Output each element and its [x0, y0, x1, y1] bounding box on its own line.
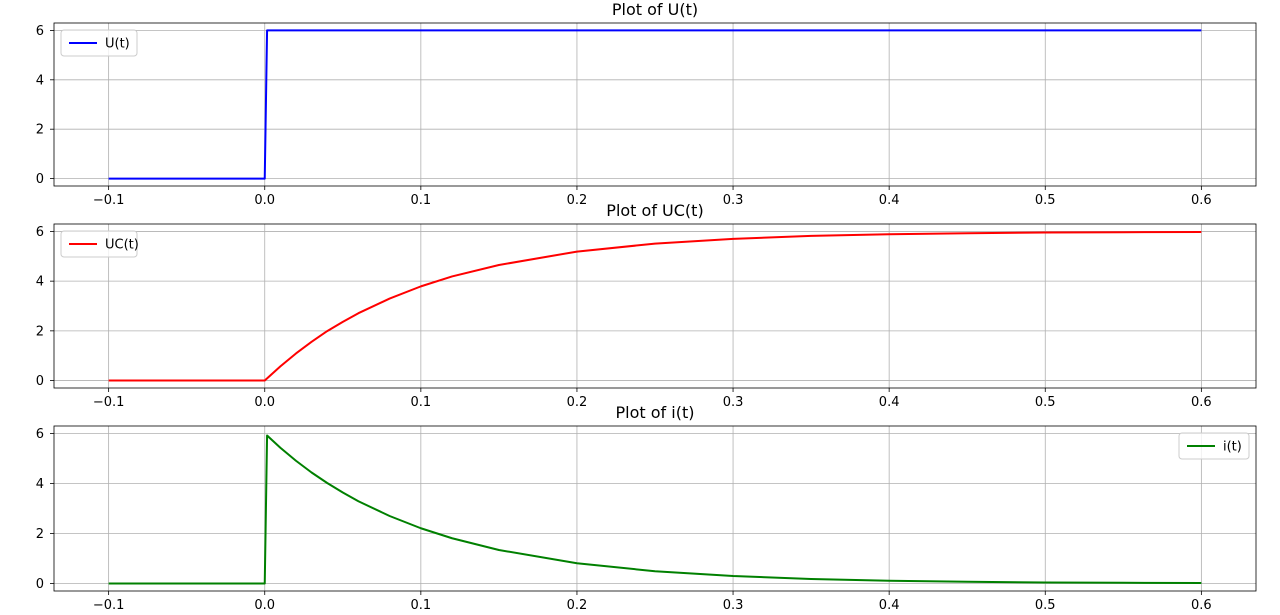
axes-frame [53, 22, 1257, 187]
legend: U(t) [60, 29, 138, 57]
x-tick-label: 0.0 [254, 193, 275, 208]
series-line [108, 434, 1202, 585]
x-tick-label: −0.1 [93, 598, 125, 613]
x-tick-label: 0.6 [1191, 193, 1212, 208]
y-tick-label: 2 [36, 527, 44, 542]
x-tick-label: 0.2 [567, 395, 588, 410]
y-tick-label: 0 [36, 374, 44, 389]
y-tick-label: 2 [36, 324, 44, 339]
x-tick-label: 0.2 [567, 193, 588, 208]
y-tick-label: 6 [36, 225, 44, 240]
x-tick-label: 0.0 [254, 598, 275, 613]
chart-panel-2: −0.1 0.0 0.1 0.2 0.3 0.4 0.5 0.6 0 2 4 6 Plot of UC(… [36, 201, 1257, 410]
x-tick-label: 0.4 [879, 598, 900, 613]
axes-frame [53, 425, 1257, 592]
x-tick-label: −0.1 [93, 193, 125, 208]
x-tick-label: 0.3 [723, 395, 744, 410]
legend-label: i(t) [1223, 440, 1242, 455]
legend-label: U(t) [105, 37, 130, 52]
x-tick-label: 0.1 [411, 395, 432, 410]
x-tick-label: 0.2 [567, 598, 588, 613]
y-tick-label: 0 [36, 172, 44, 187]
y-tick-label: 4 [36, 477, 44, 492]
legend-label: UC(t) [105, 238, 139, 253]
legend: UC(t) [60, 230, 139, 258]
x-tick-label: 0.0 [254, 395, 275, 410]
y-tick-label: 2 [36, 123, 44, 138]
legend-box [60, 230, 138, 258]
x-tick-label: 0.5 [1035, 193, 1056, 208]
x-tick-label: 0.6 [1191, 598, 1212, 613]
y-tick-label: 4 [36, 275, 44, 290]
chart-panel-1: −0.1 0.0 0.1 0.2 0.3 0.4 0.5 0.6 0 2 4 6 Plot of U(t… [36, 0, 1257, 208]
x-tick-label: −0.1 [93, 395, 125, 410]
x-tick-label: 0.1 [411, 193, 432, 208]
chart-title: Plot of UC(t) [606, 201, 703, 220]
x-tick-label: 0.4 [879, 193, 900, 208]
series-line [108, 230, 1202, 382]
series-line [108, 29, 1202, 180]
chart-title: Plot of U(t) [612, 0, 698, 19]
y-tick-label: 4 [36, 73, 44, 88]
x-tick-label: 0.5 [1035, 598, 1056, 613]
x-tick-label: 0.3 [723, 193, 744, 208]
legend-box [60, 29, 138, 57]
y-tick-label: 0 [36, 577, 44, 592]
y-tick-label: 6 [36, 427, 44, 442]
chart-title: Plot of i(t) [616, 403, 695, 422]
x-tick-label: 0.5 [1035, 395, 1056, 410]
chart-panel-3: −0.1 0.0 0.1 0.2 0.3 0.4 0.5 0.6 0 2 4 6 Plot of i(t… [36, 403, 1257, 613]
x-tick-label: 0.1 [411, 598, 432, 613]
y-tick-label: 6 [36, 24, 44, 39]
x-tick-label: 0.3 [723, 598, 744, 613]
axes-frame [53, 223, 1257, 389]
legend: i(t) [1178, 432, 1250, 460]
x-tick-label: 0.4 [879, 395, 900, 410]
x-tick-label: 0.6 [1191, 395, 1212, 410]
